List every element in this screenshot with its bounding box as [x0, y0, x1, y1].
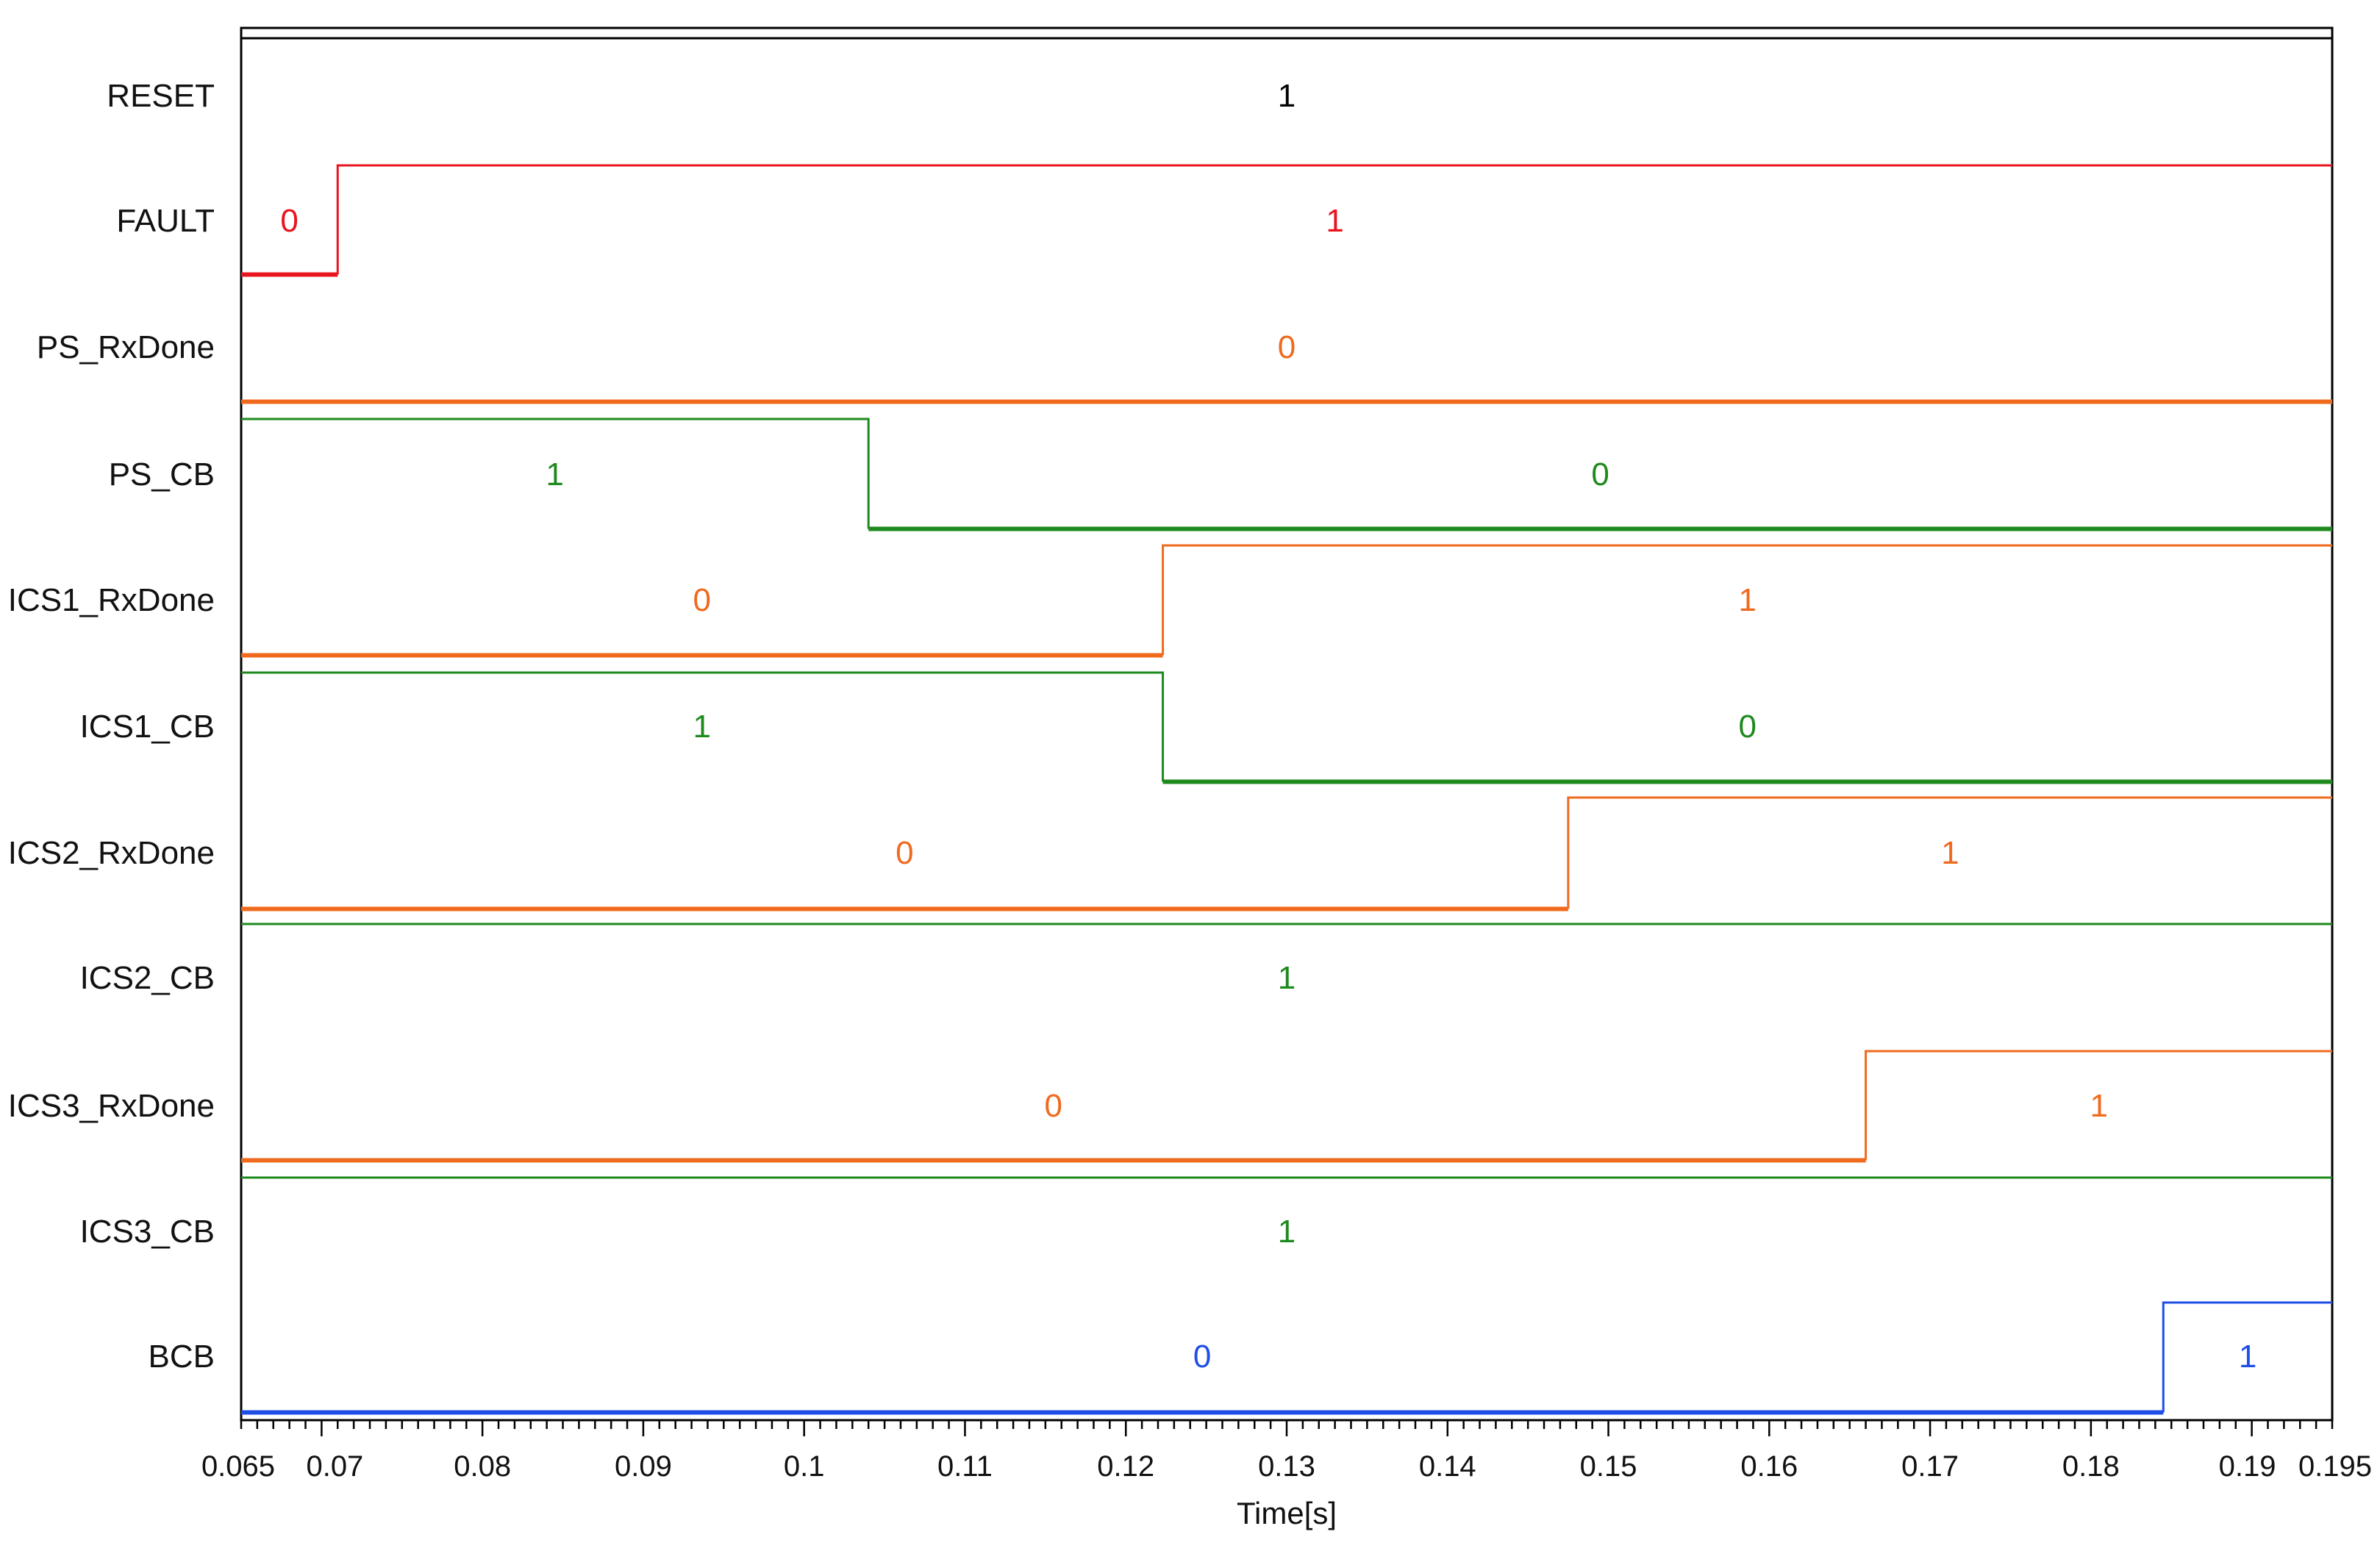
signal-name-label: RESET	[107, 78, 215, 114]
signal-value-label: 0	[280, 203, 298, 239]
x-tick-label: 0.17	[1901, 1450, 1959, 1483]
signal-reset: RESET 1	[107, 78, 1296, 114]
signal-ics2-cb: ICS2_CB 1	[80, 923, 2332, 996]
x-tick-label: 0.15	[1580, 1450, 1637, 1483]
signal-value-label: 0	[693, 582, 711, 618]
signal-value-label: 1	[1278, 78, 1296, 114]
signal-name-label: ICS2_RxDone	[8, 835, 215, 871]
x-tick-label: 0.12	[1097, 1450, 1154, 1483]
signal-trace	[241, 1050, 2332, 1161]
x-tick-label: 0.08	[454, 1450, 511, 1483]
signal-value-label: 1	[2090, 1088, 2108, 1124]
signal-name-label: FAULT	[116, 203, 215, 239]
x-tick-label: 0.16	[1740, 1450, 1798, 1483]
x-tick-label: 0.18	[2062, 1450, 2120, 1483]
signal-name-label: ICS3_RxDone	[8, 1088, 215, 1124]
signal-ics3-cb: ICS3_CB 1	[80, 1176, 2332, 1250]
signal-name-label: ICS1_RxDone	[8, 582, 215, 618]
x-tick-label: 0.195	[2298, 1450, 2372, 1483]
signal-value-label: 0	[1739, 709, 1757, 745]
x-axis-title: Time[s]	[1237, 1496, 1337, 1530]
signal-value-label: 1	[1278, 960, 1296, 996]
x-tick-label: 0.11	[937, 1450, 993, 1483]
x-tick-label: 0.09	[615, 1450, 672, 1483]
signal-value-label: 1	[546, 456, 563, 492]
signal-value-label: 1	[693, 709, 711, 745]
x-tick-label: 0.14	[1419, 1450, 1476, 1483]
signal-value-label: 0	[1591, 456, 1609, 492]
signal-value-label: 1	[1739, 582, 1757, 618]
signal-ps-cb: PS_CB 1 0	[109, 418, 2332, 531]
signal-name-label: ICS2_CB	[80, 960, 215, 996]
signal-ics2-rxdone: ICS2_RxDone 0 1	[8, 796, 2332, 911]
signal-fault: FAULT 0 1	[116, 164, 2332, 277]
signal-trace	[241, 671, 2332, 782]
signal-ps-rxdone: PS_RxDone 0	[37, 329, 2332, 404]
x-tick-label: 0.19	[2219, 1450, 2276, 1483]
signal-name-label: PS_CB	[109, 456, 215, 492]
signal-value-label: 0	[1278, 329, 1296, 365]
signal-name-label: ICS3_CB	[80, 1214, 215, 1250]
x-tick-label: 0.065	[201, 1450, 275, 1483]
signal-bcb: BCB 0 1	[149, 1301, 2332, 1415]
signal-ics1-cb: ICS1_CB 1 0	[80, 671, 2332, 784]
signal-name-label: BCB	[149, 1339, 215, 1375]
signal-value-label: 0	[896, 835, 913, 871]
signal-value-label: 1	[1278, 1214, 1296, 1250]
signal-name-label: PS_RxDone	[37, 329, 215, 365]
plot-frame	[240, 26, 2334, 1422]
signal-value-label: 0	[1193, 1339, 1211, 1375]
signal-value-label: 1	[1326, 203, 1343, 239]
signal-value-label: 0	[1045, 1088, 1062, 1124]
signal-trace	[241, 796, 2332, 909]
x-tick-label: 0.07	[306, 1450, 363, 1483]
signal-trace	[241, 164, 2332, 275]
x-tick-label: 0.13	[1258, 1450, 1315, 1483]
signal-trace	[241, 1301, 2332, 1413]
signal-ics1-rxdone: ICS1_RxDone 0 1	[8, 544, 2332, 658]
signal-name-label: ICS1_CB	[80, 709, 215, 745]
signal-value-label: 1	[2239, 1339, 2256, 1375]
x-tick-label: 0.1	[784, 1450, 825, 1483]
signal-value-label: 1	[1941, 835, 1959, 871]
signal-trace	[241, 544, 2332, 656]
signal-ics3-rxdone: ICS3_RxDone 0 1	[8, 1050, 2332, 1163]
